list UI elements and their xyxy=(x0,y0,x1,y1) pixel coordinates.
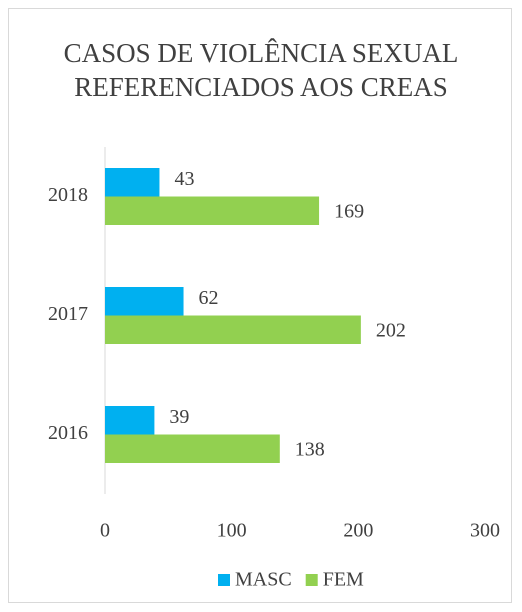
legend-label: MASC xyxy=(235,569,292,591)
value-label: 138 xyxy=(295,438,325,460)
legend-swatch xyxy=(218,574,230,586)
bar xyxy=(105,196,320,225)
value-label: 169 xyxy=(334,200,364,222)
bar xyxy=(105,287,184,316)
legend-swatch xyxy=(305,574,318,586)
value-label: 39 xyxy=(169,406,189,428)
bar xyxy=(105,406,155,435)
x-tick-label: 200 xyxy=(343,520,373,542)
value-label: 202 xyxy=(376,319,406,341)
bar xyxy=(105,168,160,197)
x-tick-label: 0 xyxy=(100,520,110,542)
chart-title: CASOS DE VIOLÊNCIA SEXUAL REFERENCIADOS … xyxy=(63,38,459,102)
chart-frame xyxy=(8,8,512,603)
x-tick-label: 100 xyxy=(217,520,247,542)
value-label: 43 xyxy=(174,168,194,190)
bar xyxy=(105,434,280,463)
bar xyxy=(105,315,361,344)
y-tick-label: 2016 xyxy=(48,422,88,444)
legend-label: FEM xyxy=(323,569,364,591)
x-tick-label: 300 xyxy=(470,520,500,542)
y-tick-label: 2017 xyxy=(48,303,88,325)
y-tick-label: 2018 xyxy=(48,184,88,206)
value-label: 62 xyxy=(199,287,219,309)
